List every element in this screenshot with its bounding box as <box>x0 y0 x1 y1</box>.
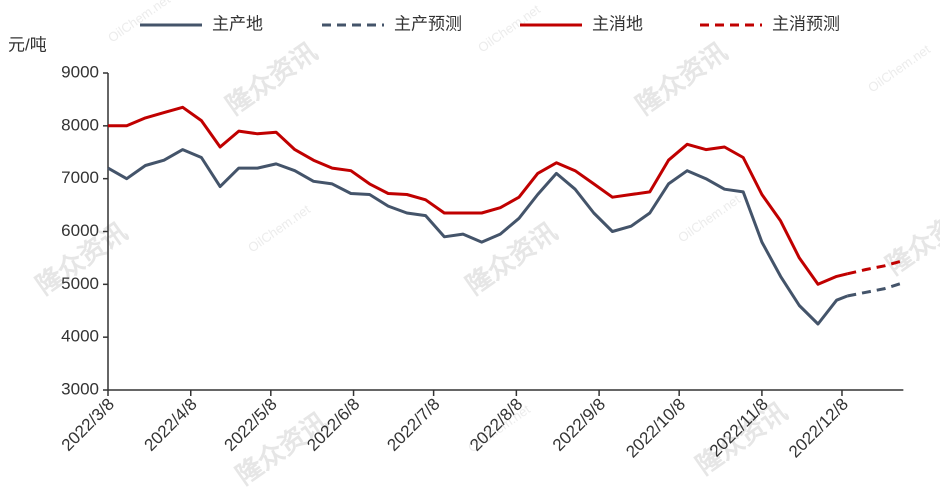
series-line <box>846 259 904 276</box>
legend-label: 主消地 <box>592 14 643 33</box>
y-tick-label: 7000 <box>61 168 99 187</box>
y-tick-label: 5000 <box>61 274 99 293</box>
watermark: OilChem.net <box>865 41 933 95</box>
watermark: 隆众资讯 <box>880 196 940 280</box>
series-line <box>847 281 904 298</box>
x-tick-label: 2022/12/8 <box>785 395 852 462</box>
legend-label: 主产预测 <box>394 14 462 33</box>
watermark: 隆众资讯 <box>630 36 732 120</box>
x-tick-label: 2022/9/8 <box>549 395 609 455</box>
x-tick-label: 2022/4/8 <box>141 395 201 455</box>
y-tick-label: 9000 <box>61 62 99 81</box>
legend-label: 主产地 <box>212 14 263 33</box>
y-tick-label: 4000 <box>61 327 99 346</box>
y-tick-label: 6000 <box>61 221 99 240</box>
y-tick-label: 3000 <box>61 379 99 398</box>
legend-label: 主消预测 <box>772 14 840 33</box>
watermark: 隆众资讯 <box>220 36 322 120</box>
x-tick-label: 2022/3/8 <box>58 395 118 455</box>
series-line <box>107 148 848 326</box>
series-line <box>108 105 848 286</box>
x-tick-label: 2022/7/8 <box>383 395 443 455</box>
y-axis-label: 元/吨 <box>8 35 47 54</box>
watermark: 隆众资讯 <box>460 216 562 300</box>
watermark: OilChem.net <box>245 201 313 255</box>
y-tick-label: 8000 <box>61 115 99 134</box>
x-tick-label: 2022/10/8 <box>622 395 689 462</box>
watermark: OilChem.net <box>675 191 743 245</box>
watermark: OilChem.net <box>105 0 173 45</box>
watermark: OilChem.net <box>475 1 543 55</box>
